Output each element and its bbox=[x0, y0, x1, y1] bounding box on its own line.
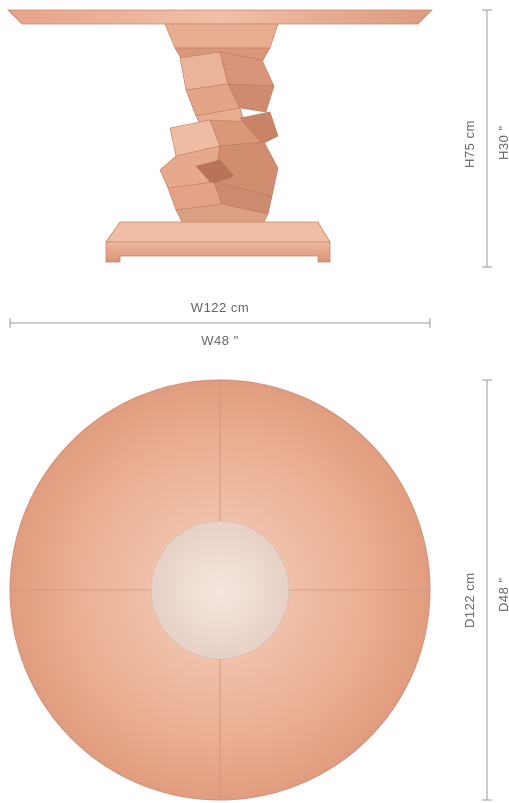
height-in-label: H30 " bbox=[496, 125, 509, 160]
width-dimension-line bbox=[9, 318, 431, 328]
top-view-table bbox=[9, 379, 431, 801]
width-in-label: W48 " bbox=[201, 333, 239, 348]
table-top-edge bbox=[7, 9, 433, 25]
diameter-dimension-line bbox=[482, 379, 492, 801]
sculptural-pedestal bbox=[159, 23, 279, 223]
diameter-cm-label: D122 cm bbox=[462, 572, 477, 628]
height-cm-label: H75 cm bbox=[462, 120, 477, 168]
width-cm-label: W122 cm bbox=[190, 300, 250, 315]
base-plinth-top bbox=[105, 221, 331, 243]
diameter-in-label: D48 " bbox=[496, 577, 509, 612]
side-view-table bbox=[7, 9, 433, 263]
center-disc bbox=[150, 520, 290, 660]
base-plinth-front bbox=[105, 241, 331, 263]
height-dimension-line bbox=[482, 9, 492, 268]
